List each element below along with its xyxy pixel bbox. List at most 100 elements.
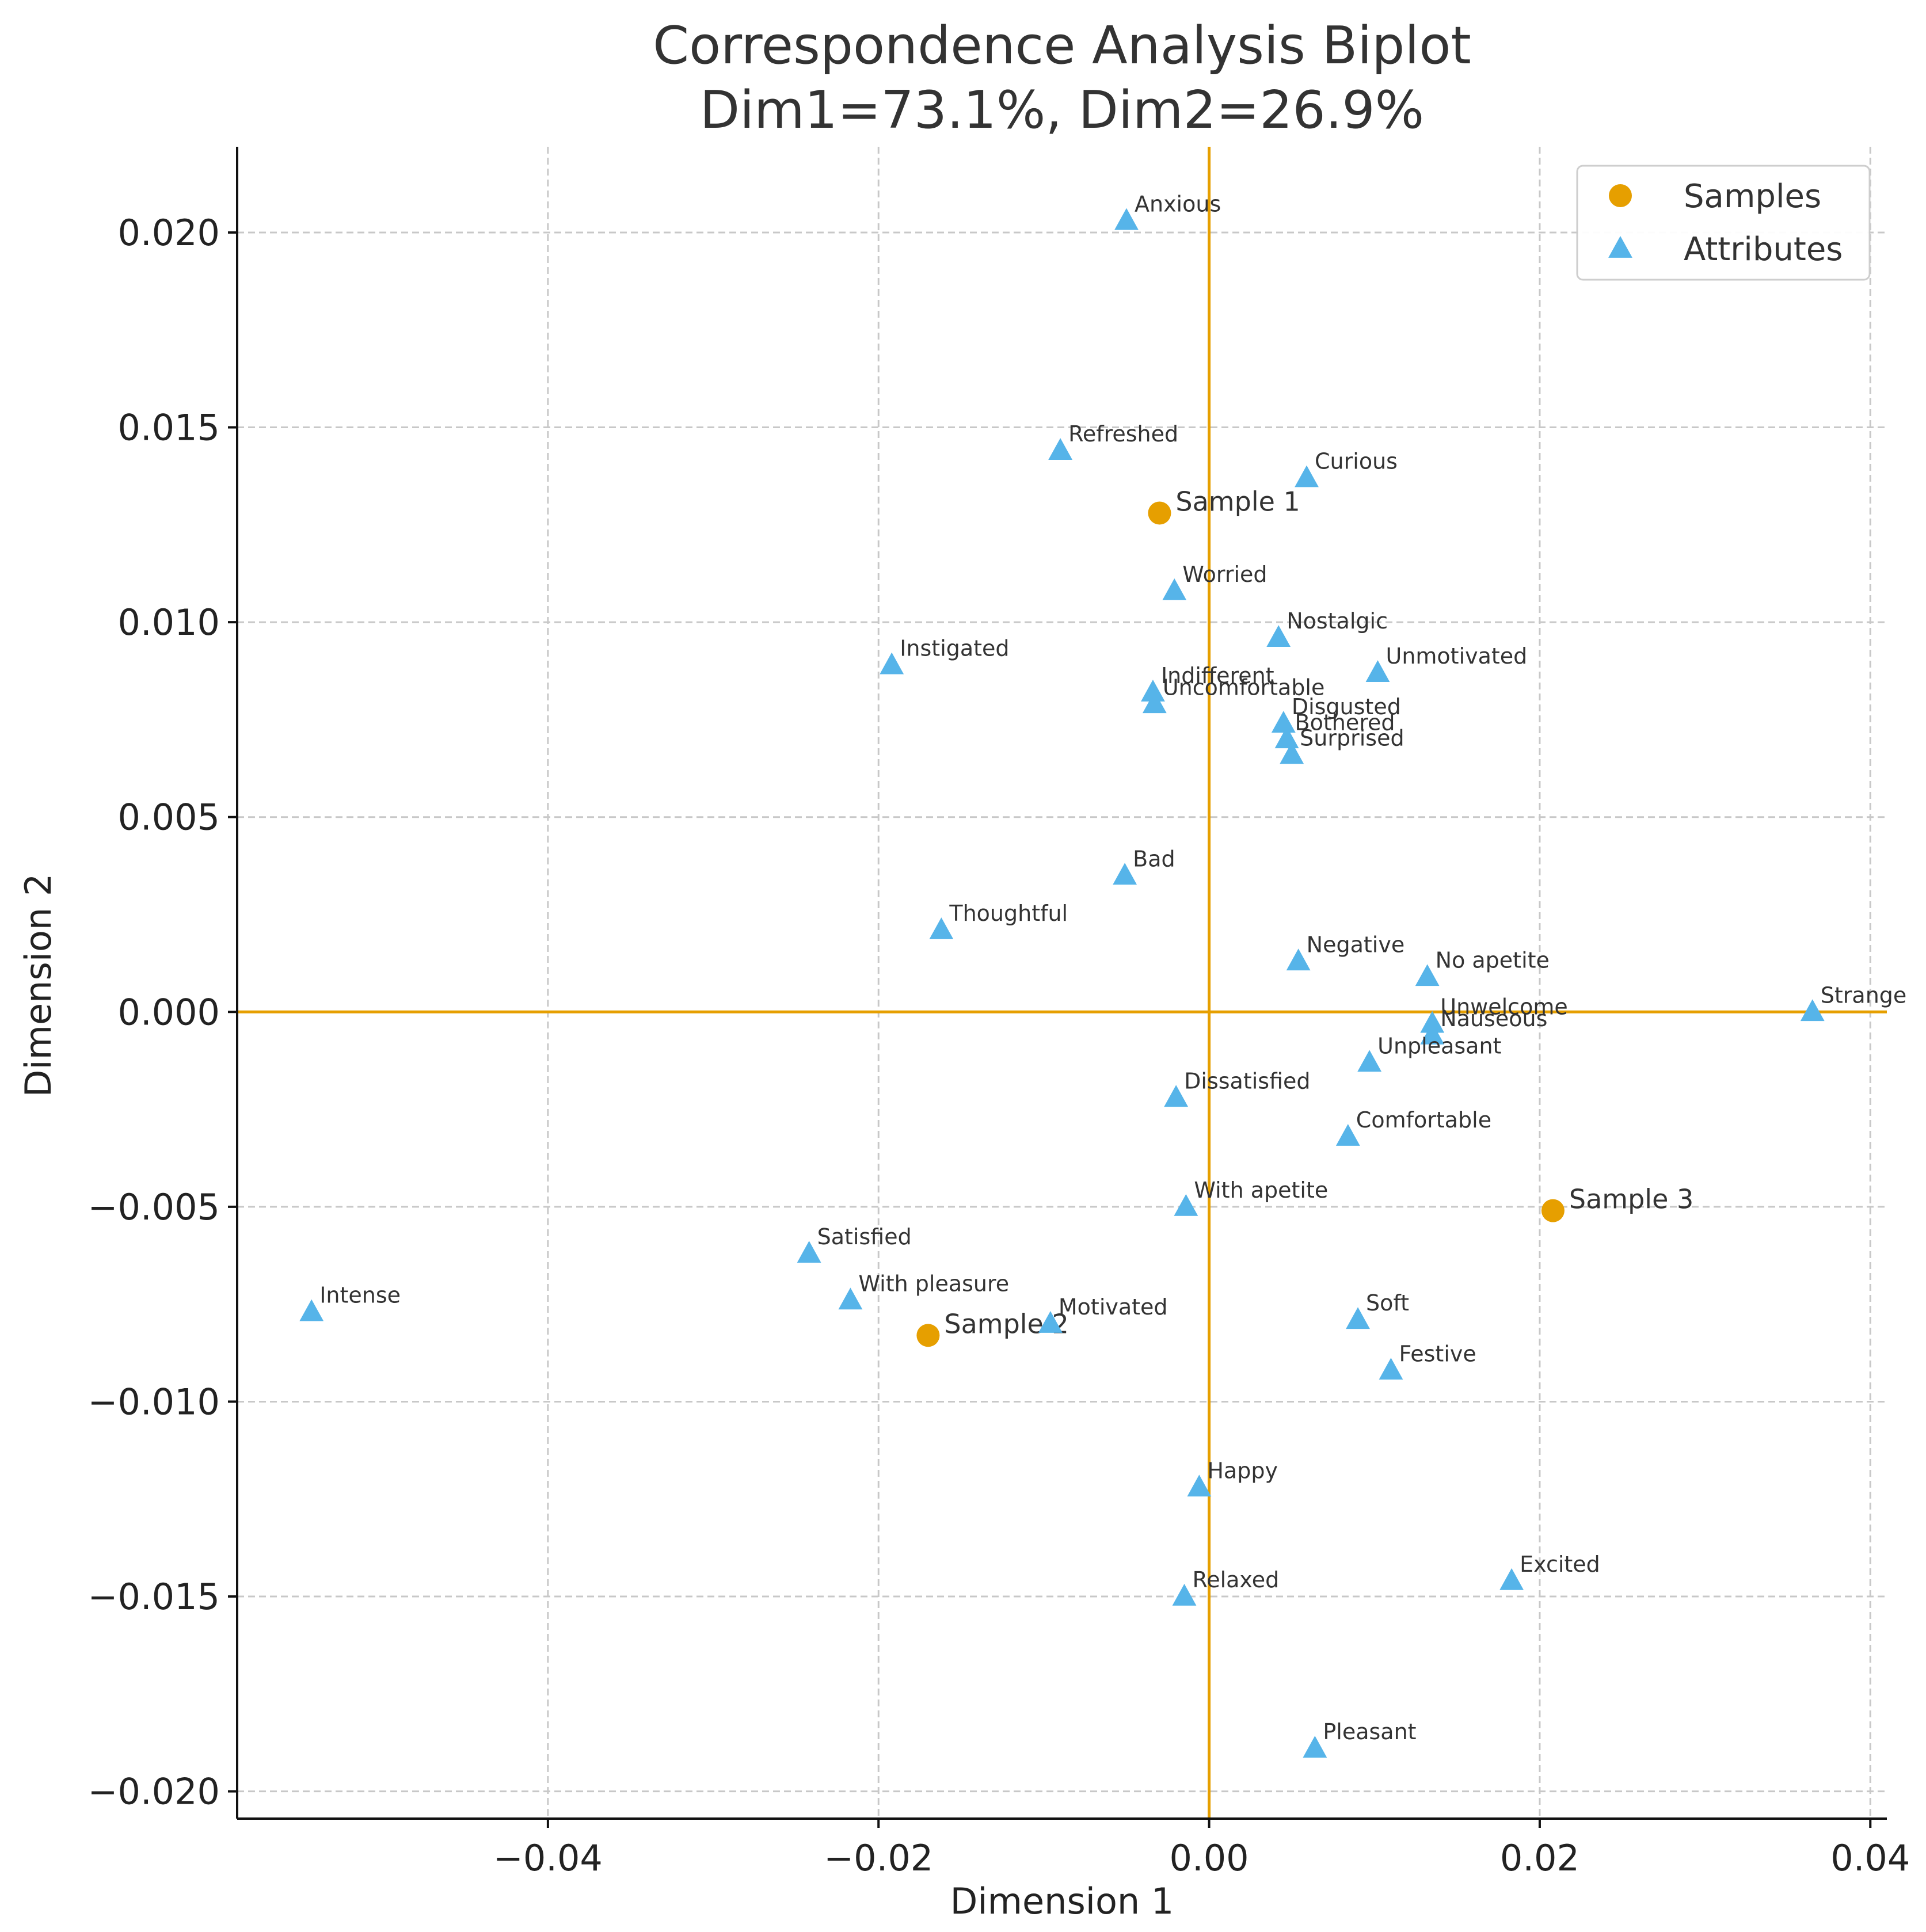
point-label-strange: Strange xyxy=(1821,982,1907,1008)
point-negative xyxy=(1286,948,1311,971)
point-label-festive: Festive xyxy=(1399,1341,1476,1366)
y-axis-label: Dimension 2 xyxy=(17,874,59,1098)
point-label-intense: Intense xyxy=(319,1283,401,1308)
point-label-happy: Happy xyxy=(1207,1458,1278,1483)
point-soft xyxy=(1346,1307,1370,1329)
y-tick-label: 0.005 xyxy=(118,797,220,839)
legend: Samples Attributes xyxy=(1576,165,1871,281)
x-axis-label: Dimension 1 xyxy=(950,1880,1174,1922)
point-thoughtful xyxy=(929,917,954,939)
point-label-indifferent: Indifferent xyxy=(1161,663,1274,688)
point-label-with-pleasure: With pleasure xyxy=(858,1271,1009,1296)
point-no-apetite xyxy=(1415,964,1440,986)
point-with-apetite xyxy=(1174,1194,1198,1216)
point-label-pleasant: Pleasant xyxy=(1323,1719,1416,1744)
point-label-surprised: Surprised xyxy=(1300,725,1404,750)
y-tick-label: −0.010 xyxy=(88,1381,220,1423)
point-sample-2 xyxy=(916,1324,940,1347)
y-tick-label: −0.015 xyxy=(88,1576,220,1618)
point-label-sample-3: Sample 3 xyxy=(1569,1184,1693,1215)
point-label-no-apetite: No apetite xyxy=(1436,947,1550,973)
point-label-comfortable: Comfortable xyxy=(1356,1107,1491,1133)
y-tick-label: 0.020 xyxy=(118,212,220,254)
y-tick-label: 0.010 xyxy=(118,601,220,643)
chart-title: Correspondence Analysis Biplot xyxy=(653,16,1471,76)
chart-subtitle: Dim1=73.1%, Dim2=26.9% xyxy=(700,80,1424,140)
point-label-dissatisfied: Dissatisfied xyxy=(1184,1068,1310,1093)
y-tick-label: 0.015 xyxy=(118,407,220,449)
legend-marker-attributes xyxy=(1608,236,1632,258)
x-tick-label: 0.04 xyxy=(1830,1837,1910,1879)
point-label-disgusted: Disgusted xyxy=(1292,694,1401,719)
point-sample-3 xyxy=(1541,1199,1565,1222)
point-label-worried: Worried xyxy=(1182,562,1267,587)
point-unmotivated xyxy=(1365,660,1390,683)
point-nostalgic xyxy=(1266,625,1291,647)
point-dissatisfied xyxy=(1164,1085,1189,1107)
legend-label-attributes: Attributes xyxy=(1684,231,1843,268)
point-bad xyxy=(1113,863,1137,885)
point-curious xyxy=(1295,465,1319,487)
point-surprised xyxy=(1280,742,1304,764)
point-bothered xyxy=(1274,726,1299,749)
point-label-bad: Bad xyxy=(1133,846,1175,871)
point-label-relaxed: Relaxed xyxy=(1193,1567,1280,1592)
point-nauseous xyxy=(1420,1022,1445,1045)
point-label-uncomfortable: Uncomfortable xyxy=(1163,675,1325,700)
series-attributes: Anxious Refreshed Curious Worried Nostalgic I… xyxy=(299,192,1906,1758)
legend-box xyxy=(1576,165,1871,281)
grid-layer xyxy=(237,147,1887,1819)
point-label-unmotivated: Unmotivated xyxy=(1386,643,1528,669)
x-tick-label: 0.02 xyxy=(1500,1837,1579,1879)
point-label-motivated: Motivated xyxy=(1059,1294,1168,1320)
point-unwelcome xyxy=(1420,1011,1445,1033)
point-label-with-apetite: With apetite xyxy=(1194,1178,1328,1203)
point-label-satisfied: Satisfied xyxy=(817,1224,912,1249)
point-motivated xyxy=(1038,1311,1063,1333)
y-tick-label: −0.005 xyxy=(88,1186,220,1228)
point-disgusted xyxy=(1271,711,1296,733)
point-label-anxious: Anxious xyxy=(1135,192,1221,217)
point-label-bothered: Bothered xyxy=(1295,710,1395,735)
point-label-sample-1: Sample 1 xyxy=(1175,486,1300,517)
point-worried xyxy=(1162,578,1187,600)
point-pleasant xyxy=(1303,1736,1327,1758)
point-relaxed xyxy=(1172,1584,1197,1606)
point-festive xyxy=(1379,1358,1403,1380)
point-label-curious: Curious xyxy=(1315,449,1398,474)
point-anxious xyxy=(1114,208,1139,230)
x-tick-label: −0.02 xyxy=(824,1837,933,1879)
legend-label-samples: Samples xyxy=(1684,178,1821,215)
point-unpleasant xyxy=(1357,1050,1382,1072)
point-label-thoughtful: Thoughtful xyxy=(949,901,1068,926)
point-comfortable xyxy=(1335,1123,1360,1146)
point-refreshed xyxy=(1048,438,1073,460)
point-instigated xyxy=(880,652,904,675)
point-label-instigated: Instigated xyxy=(900,636,1009,661)
y-tick-label: 0.000 xyxy=(118,991,220,1033)
point-label-nauseous: Nauseous xyxy=(1440,1006,1547,1031)
point-label-excited: Excited xyxy=(1520,1552,1600,1577)
point-label-unwelcome: Unwelcome xyxy=(1440,994,1567,1020)
point-sample-1 xyxy=(1148,501,1171,525)
point-label-negative: Negative xyxy=(1307,932,1405,957)
point-with-pleasure xyxy=(838,1287,863,1310)
tick-labels: −0.04 −0.02 0.00 0.02 0.04 0.020 0.015 0.010 0.0… xyxy=(88,212,1910,1879)
point-satisfied xyxy=(797,1241,821,1263)
point-label-refreshed: Refreshed xyxy=(1068,421,1178,447)
axes xyxy=(236,147,1887,1820)
point-strange xyxy=(1800,999,1825,1022)
point-uncomfortable xyxy=(1142,691,1167,714)
y-tick-label: −0.020 xyxy=(88,1771,220,1813)
point-label-nostalgic: Nostalgic xyxy=(1286,608,1388,634)
reference-lines xyxy=(237,147,1887,1819)
x-tick-label: −0.04 xyxy=(493,1837,603,1879)
legend-marker-samples xyxy=(1609,184,1632,207)
point-indifferent xyxy=(1141,680,1165,702)
point-label-unpleasant: Unpleasant xyxy=(1377,1033,1501,1058)
point-label-soft: Soft xyxy=(1366,1290,1409,1316)
x-tick-label: 0.00 xyxy=(1170,1837,1249,1879)
